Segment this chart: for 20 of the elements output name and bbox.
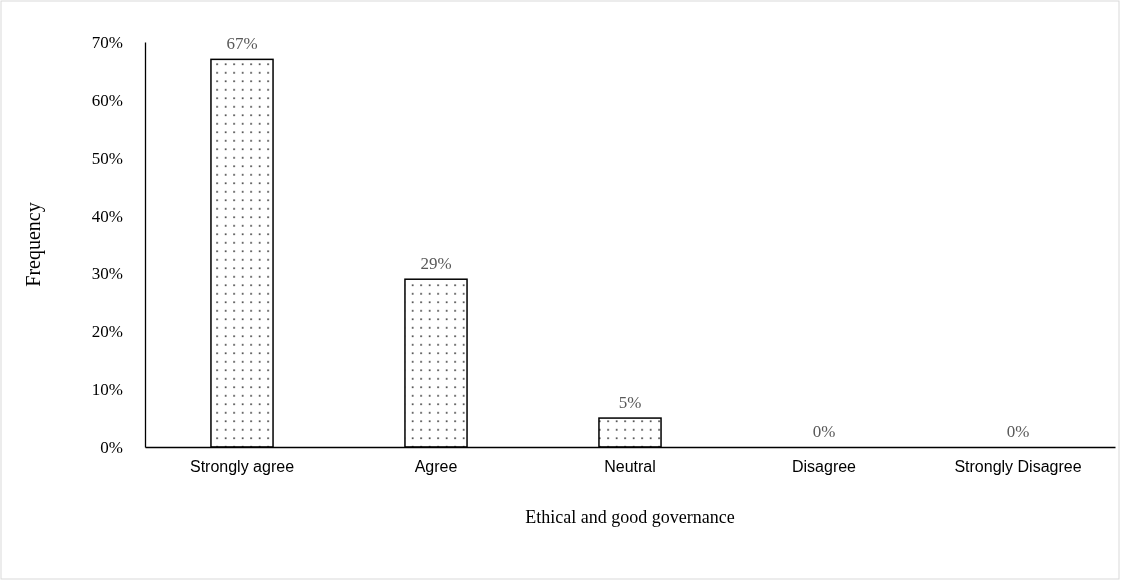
x-tick-label: Strongly Disagree [954, 458, 1082, 476]
x-tick-label: Agree [414, 458, 458, 476]
y-tick-label: 0% [100, 437, 123, 457]
data-label: 67% [226, 34, 258, 54]
data-label: 5% [618, 393, 642, 413]
x-tick-label: Neutral [604, 458, 656, 476]
y-tick-label: 70% [91, 32, 123, 52]
y-axis-title: Frequency [22, 202, 45, 287]
x-tick-label: Disagree [791, 458, 857, 476]
y-tick-label: 60% [91, 90, 123, 110]
y-tick-label: 30% [91, 264, 123, 284]
y-tick-label: 10% [91, 380, 123, 400]
x-axis-title: Ethical and good governance [525, 507, 735, 527]
y-tick-label: 20% [91, 322, 123, 342]
y-tick-label: 50% [91, 148, 123, 168]
y-tick-label: 40% [91, 206, 123, 226]
data-label: 0% [812, 422, 836, 441]
data-label: 0% [1006, 422, 1030, 441]
x-tick-label: Strongly agree [189, 458, 295, 476]
data-label: 29% [420, 254, 452, 274]
